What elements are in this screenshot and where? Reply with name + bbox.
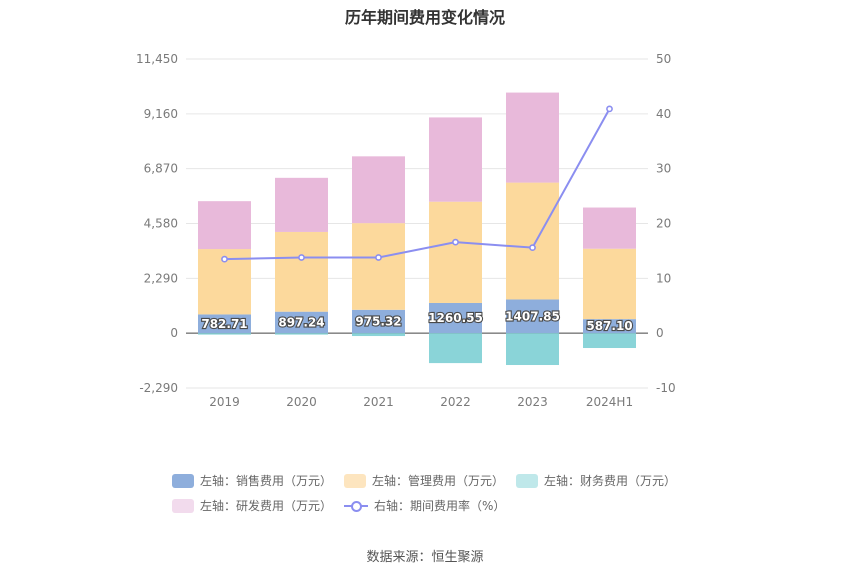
legend-item-rd[interactable]: 左轴：研发费用（万元） [172, 497, 332, 514]
bar-segment [583, 319, 636, 334]
expense-rate-point [606, 105, 613, 113]
right-axis-tick-label: 30 [656, 162, 671, 176]
expense-rate-point [221, 255, 228, 263]
expense-rate-point [375, 254, 382, 261]
legend-swatch-rd [172, 498, 194, 513]
expense-rate-line [224, 108, 611, 261]
bar-segment [352, 156, 405, 224]
legend-item-admin[interactable]: 左轴：管理费用（万元） [344, 472, 504, 489]
bar-segment [583, 248, 636, 320]
x-axis-tick-label: 2019 [209, 395, 240, 409]
data-label: 897.24 [278, 315, 324, 329]
right-axis-tick-label: -10 [656, 381, 676, 395]
legend-item-finance[interactable]: 左轴：财务费用（万元） [516, 472, 676, 489]
bar-segment [352, 333, 405, 337]
bar-segment [429, 333, 482, 364]
bar-segment [275, 333, 328, 335]
right-axis-tick-label: 50 [656, 52, 671, 66]
left-axis-tick-label: 6,870 [144, 162, 178, 176]
left-axis-tick-label: 2,290 [144, 271, 178, 285]
legend-line-marker-icon [344, 499, 368, 513]
data-label: 975.32 [355, 314, 401, 328]
expense-rate-point [452, 238, 459, 246]
right-axis-tick-label: 20 [656, 217, 671, 231]
bar-segment [275, 177, 328, 232]
right-axis-tick-label: 0 [656, 326, 664, 340]
bar-segment [198, 333, 251, 335]
bar-segment [429, 117, 482, 202]
expense-rate-point [298, 254, 305, 261]
legend-label-expense-rate: 右轴：期间费用率（%） [374, 499, 506, 513]
bar-segment [198, 314, 251, 334]
bar-segment [429, 201, 482, 303]
bar-segment [506, 299, 559, 334]
data-label: 1407.85 [505, 309, 560, 323]
left-axis-tick-label: 0 [170, 326, 178, 340]
bar-segment [275, 311, 328, 334]
legend-swatch-admin [344, 473, 366, 488]
right-axis-tick-label: 40 [656, 107, 671, 121]
left-axis-tick-label: 11,450 [136, 52, 178, 66]
legend-label-rd: 左轴：研发费用（万元） [200, 499, 333, 513]
chart-title: 历年期间费用变化情况 [344, 8, 505, 27]
data-label: 587.10 [586, 319, 632, 333]
bar-segment [352, 309, 405, 334]
x-axis-tick-label: 2023 [517, 395, 548, 409]
bar-segment [583, 333, 636, 349]
left-axis-tick-label: 9,160 [144, 107, 178, 121]
x-axis-tick-label: 2020 [286, 395, 317, 409]
bar-segment [506, 182, 559, 300]
legend-swatch-sales [172, 473, 194, 488]
x-axis-tick-label: 2021 [363, 395, 394, 409]
bar-segment [583, 207, 636, 249]
data-source: 数据来源：恒生聚源 [366, 550, 484, 565]
left-axis-tick-label: -2,290 [139, 381, 178, 395]
expense-rate-point [529, 244, 536, 252]
right-axis-tick-label: 10 [656, 271, 671, 285]
data-label: 1260.55 [428, 311, 483, 325]
legend-item-expense-rate[interactable]: 右轴：期间费用率（%） [344, 497, 505, 514]
legend-label-finance: 左轴：财务费用（万元） [544, 474, 677, 488]
x-axis-tick-label: 2022 [440, 395, 471, 409]
legend-swatch-finance [516, 473, 538, 488]
x-axis-tick-label: 2024H1 [586, 395, 633, 409]
bar-segment [506, 92, 559, 183]
legend-label-admin: 左轴：管理费用（万元） [372, 474, 505, 488]
bar-segment [506, 333, 559, 366]
legend-label-sales: 左轴：销售费用（万元） [200, 474, 333, 488]
data-label: 782.71 [201, 317, 247, 331]
bar-segment [198, 201, 251, 250]
left-axis-tick-label: 4,580 [144, 217, 178, 231]
bar-segment [275, 231, 328, 312]
bar-segment [352, 223, 405, 310]
bar-segment [429, 302, 482, 334]
legend-item-sales[interactable]: 左轴：销售费用（万元） [172, 472, 332, 489]
